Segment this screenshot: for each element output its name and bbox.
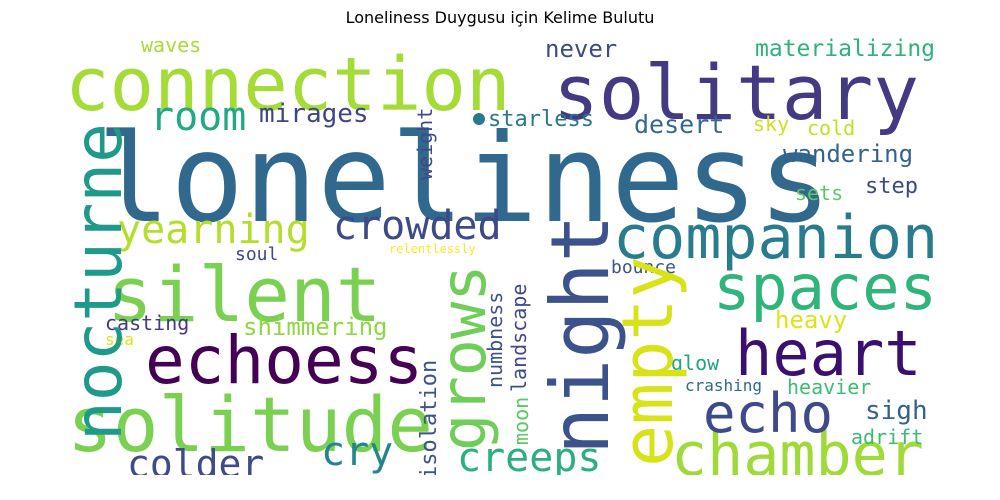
- word-silent: silent: [107, 250, 382, 339]
- word-mirages: mirages: [259, 99, 369, 129]
- word-casting: casting: [105, 311, 190, 335]
- word-heavier: heavier: [787, 375, 872, 399]
- word-echoess: echoess: [145, 322, 424, 399]
- word-echo: echo: [703, 382, 834, 445]
- word-crashing: crashing: [685, 376, 763, 395]
- dot-glyph: [473, 113, 485, 125]
- word-solitary: solitary: [553, 48, 920, 137]
- word-sigh: sigh: [865, 396, 928, 426]
- word-never: never: [545, 35, 618, 63]
- word-isolation: isolation: [417, 359, 442, 475]
- word-soul: soul: [235, 244, 279, 265]
- word-waves: waves: [141, 35, 202, 57]
- word-crowded: crowded: [333, 203, 502, 249]
- word-sky: sky: [753, 112, 790, 136]
- word-step: step: [865, 174, 918, 199]
- word-solitude: solitude: [67, 380, 434, 469]
- word-companion: companion: [613, 203, 939, 273]
- word-heart: heart: [735, 317, 922, 390]
- word-starless: starless: [488, 107, 594, 132]
- word-sets: sets: [795, 181, 844, 205]
- word-colder: colder: [127, 442, 265, 475]
- word-spaces: spaces: [713, 251, 937, 324]
- word-bounce: bounce: [611, 257, 677, 278]
- word-landscape: landscape: [507, 283, 531, 392]
- word-nocturne: nocturne: [65, 123, 137, 441]
- word-cold: cold: [807, 116, 856, 140]
- word-materializing: materializing: [755, 36, 936, 62]
- word-empty: empty: [607, 256, 689, 467]
- chart-title: Loneliness Duygusu için Kelime Bulutu: [345, 8, 655, 27]
- word-moon: moon: [509, 396, 533, 445]
- word-heavy: heavy: [775, 306, 848, 334]
- word-loneliness: loneliness: [97, 108, 832, 250]
- word-cry: cry: [321, 429, 394, 475]
- word-room: room: [150, 94, 247, 140]
- word-relentlessly: relentlessly: [389, 242, 476, 256]
- word-shimmering: shimmering: [243, 313, 388, 341]
- word-numbness: numbness: [483, 291, 507, 388]
- word-adrift: adrift: [851, 425, 924, 449]
- word-chamber: chamber: [671, 420, 924, 475]
- word-glow: glow: [671, 351, 720, 375]
- word-wandering: wandering: [783, 140, 914, 168]
- word-yearning: yearning: [117, 207, 310, 253]
- word-cloud: loneliness connection solitary silent so…: [65, 35, 945, 475]
- word-creeps: creeps: [457, 435, 602, 475]
- word-weight: weight: [413, 107, 437, 180]
- word-sea: sea: [105, 330, 134, 349]
- word-connection: connection: [65, 42, 511, 128]
- word-desert: desert: [634, 110, 725, 139]
